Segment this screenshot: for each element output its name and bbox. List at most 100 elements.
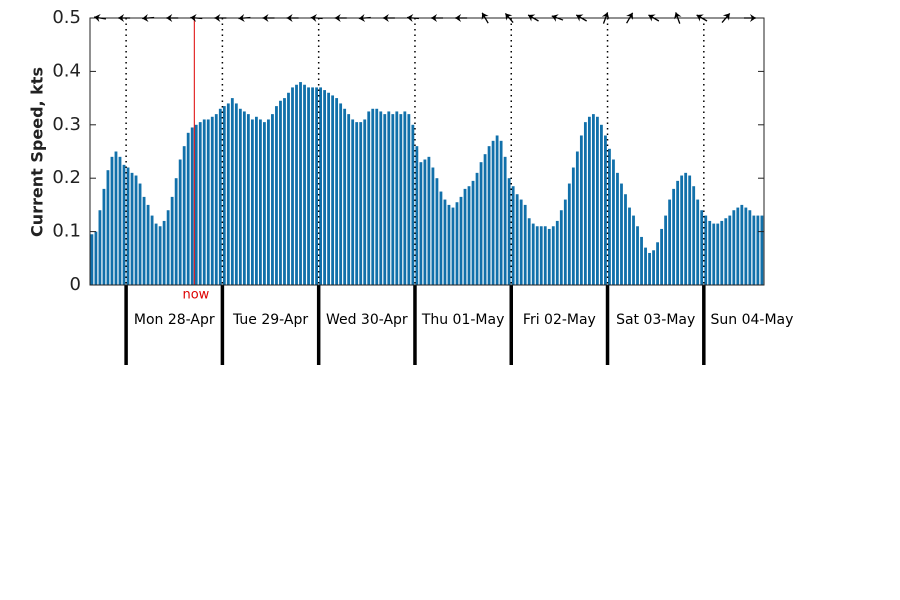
direction-arrow <box>431 14 444 22</box>
direction-arrow <box>743 14 756 22</box>
arrow-head <box>455 14 462 22</box>
bar <box>142 196 146 285</box>
bar <box>162 220 166 285</box>
bar <box>664 215 668 285</box>
bar <box>503 156 507 285</box>
bar <box>222 106 226 285</box>
arrow-head <box>551 14 559 22</box>
bar <box>403 111 407 285</box>
bar <box>543 226 547 285</box>
bar <box>471 180 475 285</box>
bar <box>363 119 367 286</box>
bar <box>688 175 692 285</box>
bar <box>114 151 118 285</box>
bar <box>102 188 106 285</box>
bar <box>182 146 186 285</box>
bar <box>395 111 399 285</box>
bar <box>495 135 499 285</box>
bar <box>303 84 306 285</box>
direction-arrow <box>190 14 203 22</box>
direction-arrow <box>310 14 323 22</box>
arrow-head <box>626 12 634 20</box>
bar <box>648 252 651 285</box>
direction-arrow <box>334 14 347 22</box>
bar <box>519 199 523 285</box>
bar <box>555 220 559 285</box>
bar <box>106 170 110 285</box>
y-tick-label: 0.2 <box>52 167 81 188</box>
direction-arrow <box>238 14 251 22</box>
bar <box>487 146 491 285</box>
bar <box>668 199 672 285</box>
bar <box>339 103 343 285</box>
direction-arrow <box>481 12 489 24</box>
bar <box>210 116 214 285</box>
bar <box>355 122 359 285</box>
bar <box>640 236 643 285</box>
bar <box>291 87 294 285</box>
bar <box>483 154 487 285</box>
y-tick-label: 0.5 <box>52 7 81 28</box>
bar <box>656 242 659 285</box>
bar <box>359 122 363 285</box>
bar <box>206 119 210 286</box>
bar <box>756 215 760 285</box>
bar <box>431 167 435 285</box>
day-label: Wed 30-Apr <box>326 312 408 328</box>
bar <box>692 186 696 285</box>
bar <box>166 210 170 285</box>
bar <box>230 98 234 285</box>
direction-arrow <box>118 14 131 22</box>
bar <box>583 122 587 285</box>
bar <box>427 156 431 285</box>
bar <box>567 183 571 285</box>
direction-arrow <box>358 14 371 22</box>
day-label: Tue 29-Apr <box>232 312 308 328</box>
bar <box>624 194 627 285</box>
bar <box>275 106 278 285</box>
bar <box>740 204 744 285</box>
bar <box>323 90 327 285</box>
bar <box>591 114 595 286</box>
bar <box>507 178 511 285</box>
bar <box>491 140 495 285</box>
bar <box>579 135 583 285</box>
arrow-head <box>262 14 269 22</box>
bar <box>178 159 182 285</box>
bar <box>596 116 599 285</box>
arrow-head <box>238 14 245 22</box>
bar <box>283 98 286 285</box>
direction-arrow <box>286 14 299 22</box>
bar <box>676 180 680 285</box>
bar <box>708 220 712 285</box>
bar <box>463 188 467 285</box>
arrow-head <box>673 12 682 20</box>
plot-frame <box>89 17 765 286</box>
arrow-head <box>94 14 101 22</box>
arrow-head <box>431 14 438 22</box>
arrow-head <box>406 14 414 22</box>
arrow-head <box>166 14 173 22</box>
direction-arrow <box>527 14 539 22</box>
bar <box>198 122 202 285</box>
arrow-head <box>648 14 656 22</box>
bar <box>680 175 684 285</box>
bar <box>411 124 415 285</box>
bar <box>748 210 752 285</box>
direction-arrow <box>504 12 514 24</box>
bar <box>134 175 138 285</box>
bar <box>110 156 114 285</box>
bar <box>327 92 331 285</box>
arrow-head <box>214 14 221 22</box>
bar <box>499 140 503 285</box>
day-label: Mon 28-Apr <box>134 312 215 328</box>
bar <box>720 220 724 285</box>
bar <box>154 223 158 285</box>
direction-arrow <box>262 14 275 22</box>
bar <box>126 167 130 285</box>
bar <box>604 135 607 285</box>
bar <box>391 114 395 286</box>
bar <box>652 250 655 285</box>
direction-arrow <box>214 14 227 22</box>
